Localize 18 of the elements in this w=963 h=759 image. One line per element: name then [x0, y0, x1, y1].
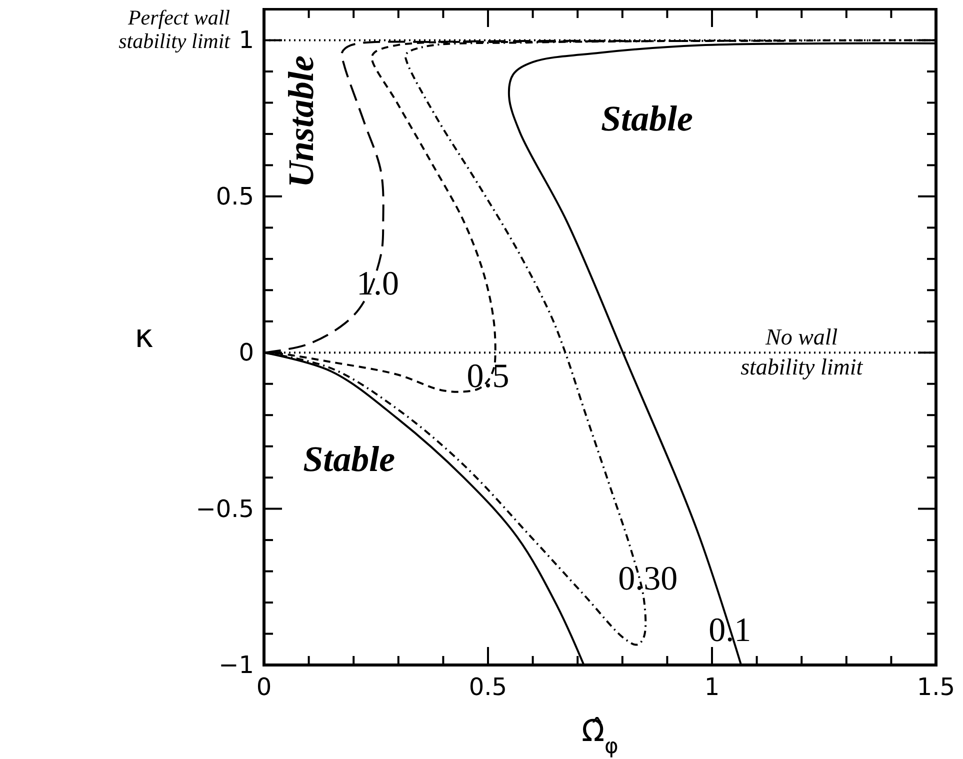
ref-line-label: Perfect wall stability limit [118, 5, 232, 54]
x-axis-title: Ω̂$_{φ}$ [582, 714, 618, 758]
y-tick-label: 1 [238, 26, 254, 54]
y-tick-label: −1 [218, 651, 254, 679]
annotation: Stable [601, 98, 694, 138]
x-tick-label: 0 [256, 673, 272, 701]
annotation: Stable [303, 438, 396, 479]
x-tick-label: 1 [704, 673, 720, 701]
x-tick-label: 1.5 [916, 673, 956, 701]
annotation: 0.5 [466, 358, 510, 396]
y-tick-label: 0 [238, 338, 254, 367]
x-tick-label: 0.5 [468, 673, 508, 701]
y-axis-title: κ [134, 317, 154, 355]
annotation: 0.30 [618, 560, 678, 598]
annotation: Unstable [281, 55, 322, 188]
ref-line-label: No wall stability limit [740, 324, 864, 380]
y-tick-label: 0.5 [216, 182, 254, 210]
y-tick-label: −0.5 [196, 494, 254, 523]
